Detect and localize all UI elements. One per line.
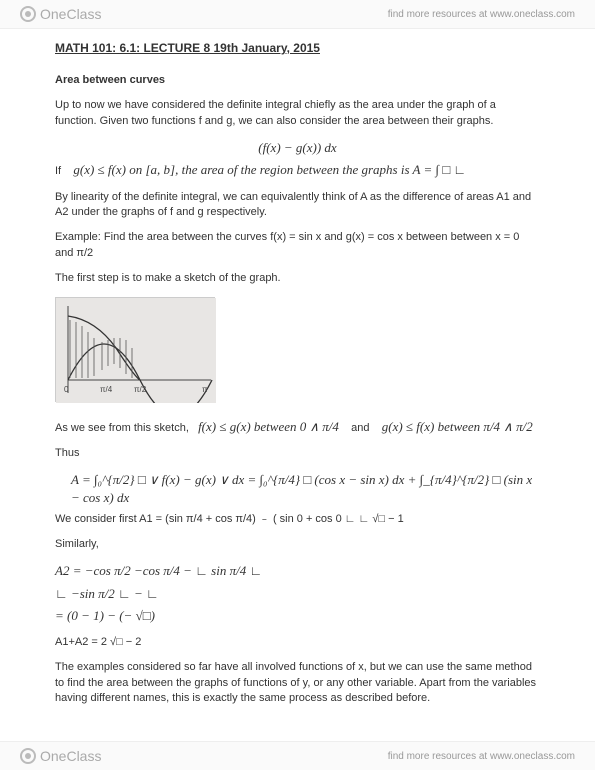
if-prefix: If <box>55 165 61 177</box>
footer-brand-name: OneClass <box>40 748 101 764</box>
brand-name: OneClass <box>40 6 101 22</box>
formula-A: A = ∫₀^{π/2} □ ∨ f(x) − g(x) ∨ dx = ∫₀^{… <box>71 471 540 507</box>
paragraph-linearity: By linearity of the definite integral, w… <box>55 190 540 221</box>
page-header: OneClass find more resources at www.onec… <box>0 0 595 29</box>
brand-logo: OneClass <box>20 6 101 22</box>
paragraph-similarly: Similarly, <box>55 537 540 552</box>
formula-a2-line1: A2 = −cos π/2 −cos π/4 − ∟ sin π/4 ∟ <box>55 562 540 580</box>
formula-a2-line3: = (0 − 1) − (− √□) <box>55 607 540 625</box>
paragraph-closing: The examples considered so far have all … <box>55 660 540 706</box>
formula-condition: g(x) ≤ f(x) on [a, b], the area of the r… <box>73 162 466 177</box>
graph-sketch: 0 π/4 π/2 π <box>55 297 215 402</box>
formula-a2-line2: ∟ −sin π/2 ∟ − ∟ <box>55 585 540 603</box>
formula-ineq-1: f(x) ≤ g(x) between 0 ∧ π/4 <box>198 419 339 434</box>
paragraph-a1: We consider first A1 = (sin π/4 + cos π/… <box>55 512 540 527</box>
header-tagline: find more resources at www.oneclass.com <box>388 9 575 20</box>
document-body: MATH 101: 6.1: LECTURE 8 19th January, 2… <box>55 40 540 740</box>
formula-sum: A1+A2 = 2 √□ − 2 <box>55 635 540 650</box>
sketch-text-a: As we see from this sketch, <box>55 422 189 434</box>
formula-condition-line: If g(x) ≤ f(x) on [a, b], the area of th… <box>55 161 540 179</box>
paragraph-intro: Up to now we have considered the definit… <box>55 98 540 129</box>
formula-integrand: (f(x) − g(x)) dx <box>55 139 540 157</box>
logo-icon <box>20 6 36 22</box>
paragraph-example: Example: Find the area between the curve… <box>55 230 540 261</box>
paragraph-sketch-conclusion: As we see from this sketch, f(x) ≤ g(x) … <box>55 418 540 436</box>
page-title: MATH 101: 6.1: LECTURE 8 19th January, 2… <box>55 40 540 57</box>
svg-text:0: 0 <box>64 385 69 394</box>
page-footer: OneClass find more resources at www.onec… <box>0 741 595 770</box>
paragraph-sketch-intro: The first step is to make a sketch of th… <box>55 271 540 286</box>
svg-text:π/2: π/2 <box>134 385 147 394</box>
section-heading: Area between curves <box>55 73 540 88</box>
thus-label: Thus <box>55 446 540 461</box>
formula-ineq-2: g(x) ≤ f(x) between π/4 ∧ π/2 <box>382 419 533 434</box>
sketch-text-b: and <box>351 422 369 434</box>
footer-logo-icon <box>20 748 36 764</box>
svg-text:π: π <box>202 385 208 394</box>
svg-text:π/4: π/4 <box>100 385 113 394</box>
footer-logo: OneClass <box>20 748 101 764</box>
sketch-svg: 0 π/4 π/2 π <box>56 298 216 403</box>
footer-tagline: find more resources at www.oneclass.com <box>388 751 575 762</box>
